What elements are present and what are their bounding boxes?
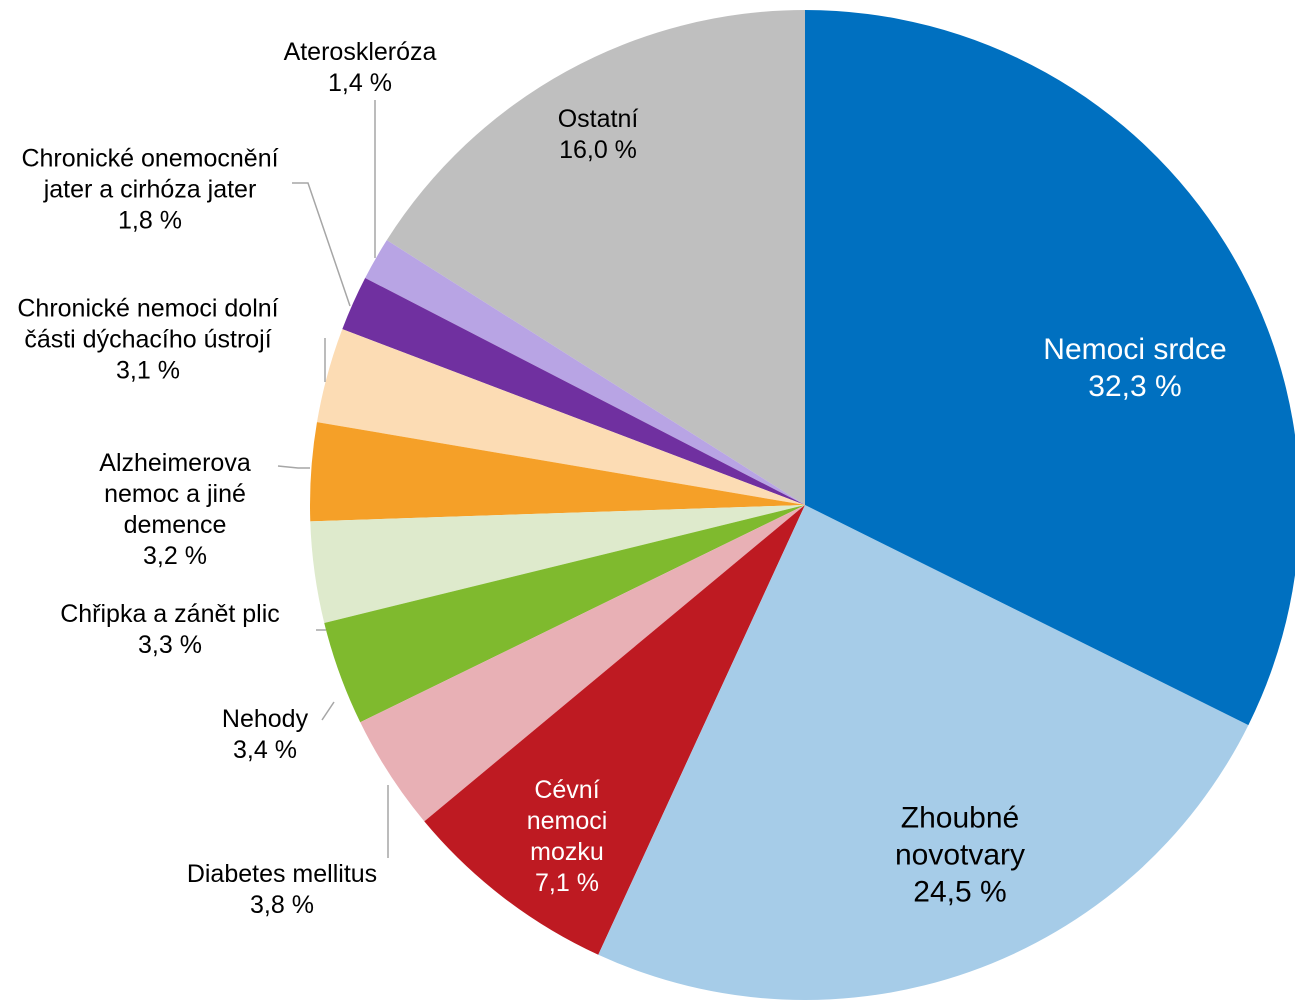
pie-slice [324,505,805,723]
pie-slice [598,505,1249,1001]
leader-lines [277,100,389,858]
pie-slice [365,240,805,505]
value-label: 7,1 % [535,869,599,897]
category-label: Chřipka a zánět plic [60,600,280,628]
leader-line [277,465,310,469]
slice-label: Nemoci srdce 32,3 % [985,331,1285,405]
category-label: Chronické onemocnění jater a cirhóza jat… [21,144,279,204]
slice-label: Ostatní 16,0 % [518,104,678,166]
pie-slice [424,505,805,955]
pie-slice [310,422,805,522]
value-label: 24,5 % [913,875,1007,909]
category-label: Nehody [221,705,309,733]
pie-slice [342,277,805,505]
category-label: Cévní nemoci mozku [526,776,608,866]
value-label: 3,3 % [138,631,202,659]
category-label: Diabetes mellitus [186,860,378,888]
pie-slice [360,505,805,822]
slice-label: Cévní nemoci mozku 7,1 % [507,775,627,899]
value-label: 32,3 % [1088,370,1182,403]
value-label: 1,4 % [328,69,392,97]
slice-label: Nehody 3,4 % [190,704,340,766]
slice-label: Chronické onemocnění jater a cirhóza jat… [5,144,295,237]
category-label: Alzheimerova nemoc a jiné demence [99,449,251,539]
value-label: 1,8 % [118,206,182,235]
category-label: Nemoci srdce [1043,333,1227,366]
slice-label: Zhoubné novotvary 24,5 % [860,800,1060,911]
category-label: Ateroskleróza [283,38,437,66]
slice-label: Diabetes mellitus 3,8 % [147,859,417,921]
value-label: 3,4 % [233,736,297,764]
slice-label: Chronické nemoci dolní části dýchacího ú… [8,294,288,387]
slice-label: Chřipka a zánět plic 3,3 % [15,599,325,661]
leader-line [321,701,335,721]
pie-slice [310,505,805,623]
value-label: 3,8 % [250,891,314,919]
slice-label: Alzheimerova nemoc a jiné demence 3,2 % [70,448,280,572]
value-label: 3,1 % [116,356,180,385]
leader-line [292,182,351,307]
pie-slice [805,10,1295,726]
value-label: 3,2 % [143,542,207,570]
pie-slice [386,10,805,505]
category-label: Zhoubné novotvary [894,801,1026,872]
pie-slice [316,329,805,505]
category-label: Ostatní [557,105,639,133]
slice-label: Ateroskleróza 1,4 % [250,37,470,99]
value-label: 16,0 % [559,136,637,164]
category-label: Chronické nemoci dolní části dýchacího ú… [17,294,279,354]
